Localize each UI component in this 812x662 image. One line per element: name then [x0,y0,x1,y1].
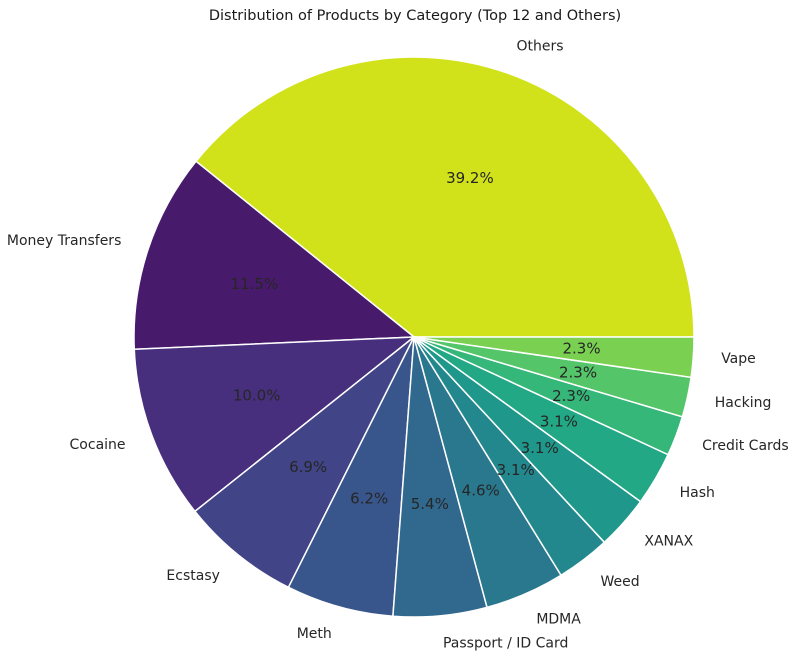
slice-percent-hash: 3.1% [540,413,578,431]
slice-percent-others: 39.2% [446,169,494,187]
slice-percent-credit-cards: 2.3% [552,387,590,405]
slice-label-mdma: MDMA [536,612,581,628]
slice-percent-meth: 6.2% [350,489,388,507]
slice-percent-vape: 2.3% [563,340,601,358]
slice-label-passport-id-card: Passport / ID Card [443,636,568,652]
pie-slice-cocaine [133,336,417,513]
slice-label-xanax: XANAX [644,533,693,549]
slice-percent-ecstasy: 6.9% [289,458,327,476]
slice-label-ecstasy: Ecstasy [166,568,219,584]
slice-label-vape: Vape [721,351,756,367]
slice-label-hash: Hash [680,485,715,501]
pie-slice-ecstasy [193,336,415,589]
chart-title: Distribution of Products by Category (To… [208,8,622,24]
slice-label-weed: Weed [600,574,639,590]
slice-label-meth: Meth [297,626,332,642]
slice-label-others: Others [517,39,564,55]
slice-percent-money-transfers: 11.5% [231,275,279,293]
slice-percent-xanax: 3.1% [521,439,559,457]
slice-percent-passport-id-card: 5.4% [411,495,449,513]
slice-percent-hacking: 2.3% [559,364,597,382]
pie-slice-money-transfers [133,160,417,351]
slice-label-cocaine: Cocaine [70,437,126,453]
slice-label-hacking: Hacking [715,395,772,411]
slice-label-credit-cards: Credit Cards [702,438,789,454]
slice-percent-weed: 3.1% [497,461,535,479]
slice-percent-mdma: 4.6% [462,482,500,500]
pie-slice-others [194,56,695,338]
slice-percent-cocaine: 10.0% [233,386,281,404]
pie-slice-vape [413,336,695,379]
slice-label-money-transfers: Money Transfers [7,233,121,249]
